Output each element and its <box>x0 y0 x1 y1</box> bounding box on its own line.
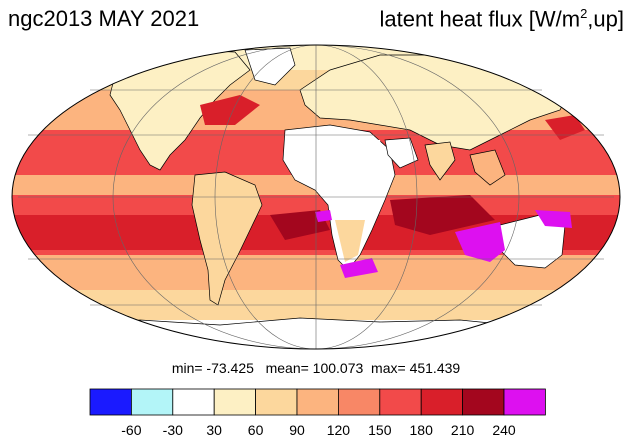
colorbar-tick-label: 60 <box>247 422 264 438</box>
world-map <box>11 44 621 350</box>
colorbar-tick-label: 240 <box>492 422 516 438</box>
variable-title: latent heat flux [W/m2,up] <box>380 6 624 32</box>
colorbar-box <box>379 388 422 416</box>
brazil-current-max <box>315 210 332 222</box>
greenland <box>244 47 296 86</box>
colorbar-tick-label: 180 <box>409 422 433 438</box>
colorbar-tick-label: 150 <box>368 422 392 438</box>
colorbar-tick-label: -30 <box>162 422 183 438</box>
colorbar-tick-label: 90 <box>289 422 305 438</box>
colorbar-box <box>213 388 256 416</box>
colorbar-tick-label: 120 <box>326 422 351 438</box>
south-america <box>191 171 263 306</box>
colorbar-box <box>296 388 339 416</box>
colorbar-box <box>172 388 215 416</box>
southeast-asia <box>469 149 506 186</box>
east-australia-max <box>535 210 572 228</box>
colorbar-box <box>130 388 174 416</box>
colorbar-box <box>255 388 298 416</box>
colorbar-tick-label: -60 <box>121 422 142 438</box>
map-title: ngc2013 MAY 2021 <box>8 6 200 31</box>
agulhas-max <box>340 258 378 278</box>
colorbar-box <box>462 388 505 416</box>
kuroshio-hotspot <box>545 115 585 140</box>
southern-africa <box>335 220 365 262</box>
indian-ocean-hotspot <box>390 195 495 235</box>
variable-title-text: latent heat flux [W/m <box>379 6 581 32</box>
colorbar-box <box>503 388 546 416</box>
colorbar-box <box>337 388 381 416</box>
south-atlantic-hotspot <box>270 210 330 240</box>
sahara-interior <box>295 135 385 170</box>
arabia <box>384 137 419 169</box>
variable-title-superscript: 2 <box>580 6 588 21</box>
globe-outline <box>11 44 621 350</box>
gulf-stream-hotspot <box>200 95 260 125</box>
west-australia-max <box>455 222 505 262</box>
antarctica <box>39 317 601 349</box>
stats-line: min= -73.425 mean= 100.073 max= 451.439 <box>171 360 461 376</box>
india <box>424 141 456 181</box>
colorbar-box <box>420 388 464 416</box>
north-america <box>109 49 251 171</box>
variable-title-tail: ,up] <box>587 6 624 32</box>
colorbar-box <box>89 388 132 416</box>
colorbar-tick-label: 210 <box>450 422 475 438</box>
colorbar-tick-label: 30 <box>206 422 222 438</box>
